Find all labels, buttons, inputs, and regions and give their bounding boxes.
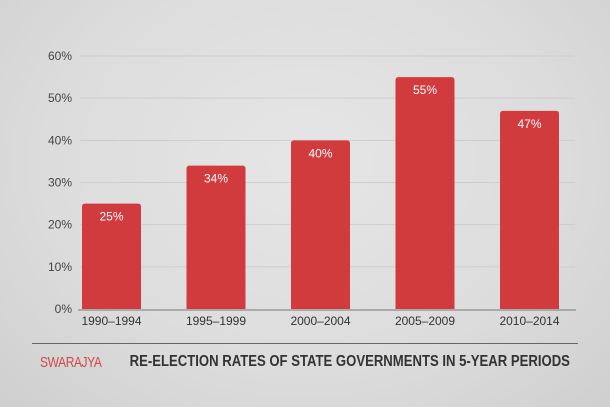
y-tick-label: 50% bbox=[48, 91, 72, 105]
x-tick-label: 2000–2004 bbox=[290, 314, 350, 328]
y-tick-label: 0% bbox=[55, 302, 73, 316]
x-tick-label: 2005–2009 bbox=[395, 314, 455, 328]
footer-divider bbox=[32, 343, 578, 344]
chart-title: RE-ELECTION RATES OF STATE GOVERNMENTS I… bbox=[129, 353, 570, 370]
y-tick-label: 30% bbox=[48, 176, 72, 190]
data-label: 40% bbox=[308, 146, 332, 160]
y-tick-label: 20% bbox=[48, 218, 72, 232]
bar bbox=[186, 165, 246, 309]
y-tick-label: 60% bbox=[48, 49, 72, 63]
bar bbox=[82, 203, 141, 309]
x-tick-label: 1990–1994 bbox=[81, 314, 141, 328]
data-label: 55% bbox=[413, 83, 437, 97]
x-tick-label: 2010–2014 bbox=[499, 314, 559, 328]
data-label: 47% bbox=[517, 117, 541, 131]
data-label: 34% bbox=[204, 172, 228, 186]
swarajya-logo: SWARAJYA bbox=[40, 354, 102, 371]
bar bbox=[500, 110, 559, 309]
data-label: 25% bbox=[99, 210, 123, 224]
x-tick-label: 1995–1999 bbox=[186, 314, 246, 328]
bar bbox=[291, 140, 350, 309]
bar bbox=[395, 77, 455, 309]
y-tick-label: 40% bbox=[48, 133, 72, 147]
y-tick-label: 10% bbox=[48, 260, 72, 274]
